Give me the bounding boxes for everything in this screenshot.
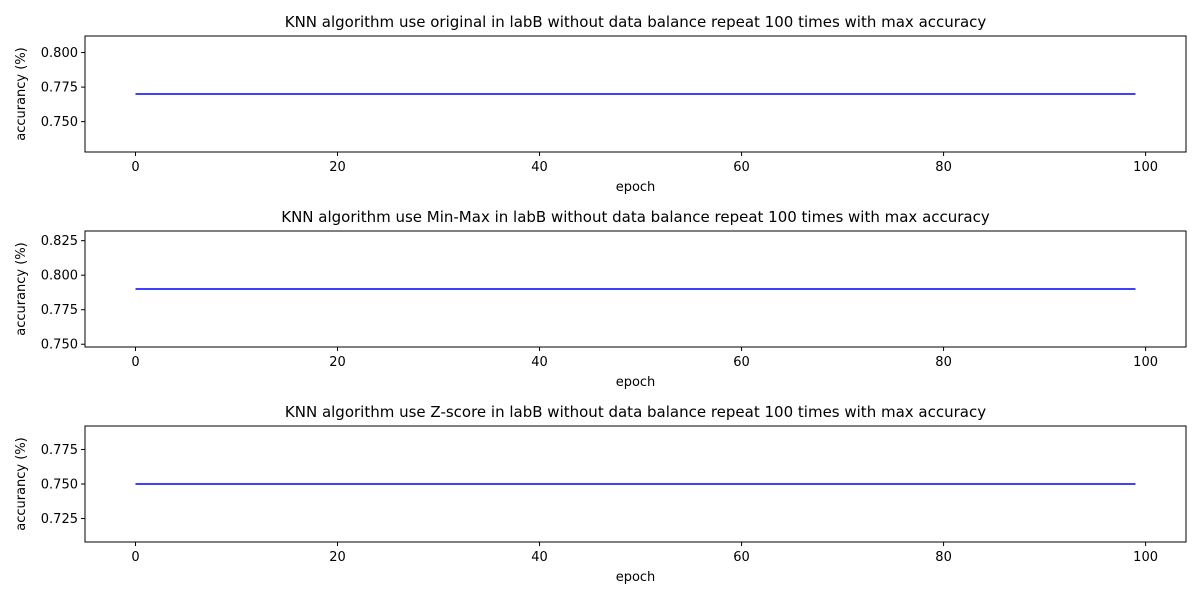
x-tick-label: 80 [935,355,952,370]
x-tick-label: 100 [1133,355,1158,370]
subplot-original: KNN algorithm use original in labB witho… [14,13,1187,195]
x-tick-label: 0 [131,355,139,370]
x-tick-label: 60 [733,160,750,175]
y-axis-label: accurancy (%) [14,437,29,531]
subplot-title: KNN algorithm use Min-Max in labB withou… [281,208,990,226]
y-tick-label: 0.800 [41,46,78,61]
x-tick-label: 80 [935,160,952,175]
y-axis-label: accurancy (%) [14,47,29,141]
y-tick-label: 0.775 [41,303,78,318]
y-tick-label: 0.825 [41,234,78,249]
y-axis-label: accurancy (%) [14,242,29,336]
x-tick-label: 20 [329,160,346,175]
x-tick-label: 40 [531,550,548,565]
x-tick-label: 60 [733,355,750,370]
subplot-min-max: KNN algorithm use Min-Max in labB withou… [14,208,1187,390]
x-axis-label: epoch [616,570,656,585]
y-tick-label: 0.775 [41,443,78,458]
x-axis-label: epoch [616,180,656,195]
x-tick-label: 0 [131,160,139,175]
x-tick-label: 100 [1133,160,1158,175]
y-tick-label: 0.750 [41,338,78,353]
x-axis-label: epoch [616,375,656,390]
subplot-title: KNN algorithm use original in labB witho… [285,13,987,31]
plot-frame [84,35,1187,153]
y-tick-label: 0.725 [41,512,78,527]
y-tick-label: 0.775 [41,81,78,96]
y-tick-label: 0.750 [41,478,78,493]
y-tick-label: 0.750 [41,115,78,130]
x-tick-label: 40 [531,160,548,175]
x-tick-label: 20 [329,550,346,565]
plot-frame [84,230,1187,348]
subplot-title: KNN algorithm use Z-score in labB withou… [285,403,986,421]
y-tick-label: 0.800 [41,269,78,284]
x-tick-label: 60 [733,550,750,565]
x-tick-label: 40 [531,355,548,370]
x-tick-label: 100 [1133,550,1158,565]
x-tick-label: 0 [131,550,139,565]
x-tick-label: 20 [329,355,346,370]
x-tick-label: 80 [935,550,952,565]
subplot-z-score: KNN algorithm use Z-score in labB withou… [14,403,1187,585]
